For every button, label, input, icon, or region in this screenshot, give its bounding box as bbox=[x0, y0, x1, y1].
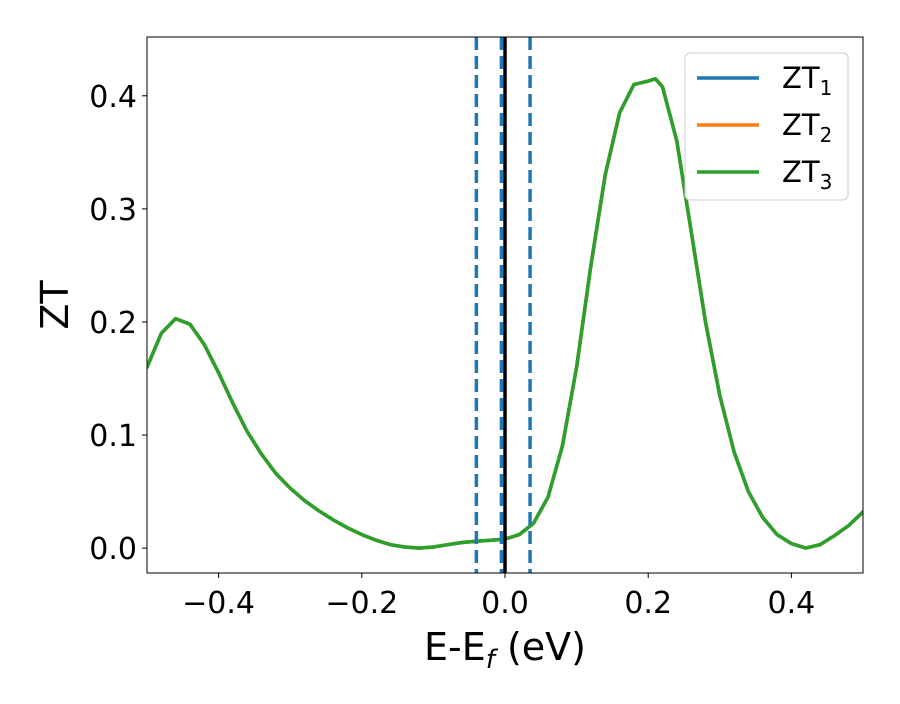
y-tick-label: 0.4 bbox=[89, 80, 137, 115]
legend-label-3: ZT3 bbox=[782, 155, 832, 194]
x-tick-label: −0.2 bbox=[325, 586, 398, 621]
legend-label-1: ZT1 bbox=[782, 61, 832, 100]
series-line-3 bbox=[147, 77, 863, 550]
x-axis-ticks: −0.4 −0.2 0.0 0.2 0.4 bbox=[182, 573, 815, 621]
x-axis-label: E-Ef (eV) bbox=[424, 625, 586, 675]
legend: ZT1 ZT2 ZT3 bbox=[684, 52, 849, 201]
x-tick-label: 0.0 bbox=[481, 586, 529, 621]
y-axis-ticks: 0.0 0.1 0.2 0.3 0.4 bbox=[89, 80, 147, 567]
y-tick-label: 0.2 bbox=[89, 306, 137, 341]
series-lines bbox=[147, 77, 863, 550]
reference-lines bbox=[474, 37, 532, 573]
y-tick-label: 0.0 bbox=[89, 532, 137, 567]
y-tick-label: 0.1 bbox=[89, 419, 137, 454]
x-tick-label: −0.4 bbox=[182, 586, 255, 621]
y-axis-label: ZT bbox=[33, 280, 77, 330]
legend-box bbox=[684, 52, 849, 201]
x-tick-label: 0.4 bbox=[768, 586, 816, 621]
x-tick-label: 0.2 bbox=[624, 586, 672, 621]
y-tick-label: 0.3 bbox=[89, 193, 137, 228]
legend-label-2: ZT2 bbox=[782, 108, 832, 147]
